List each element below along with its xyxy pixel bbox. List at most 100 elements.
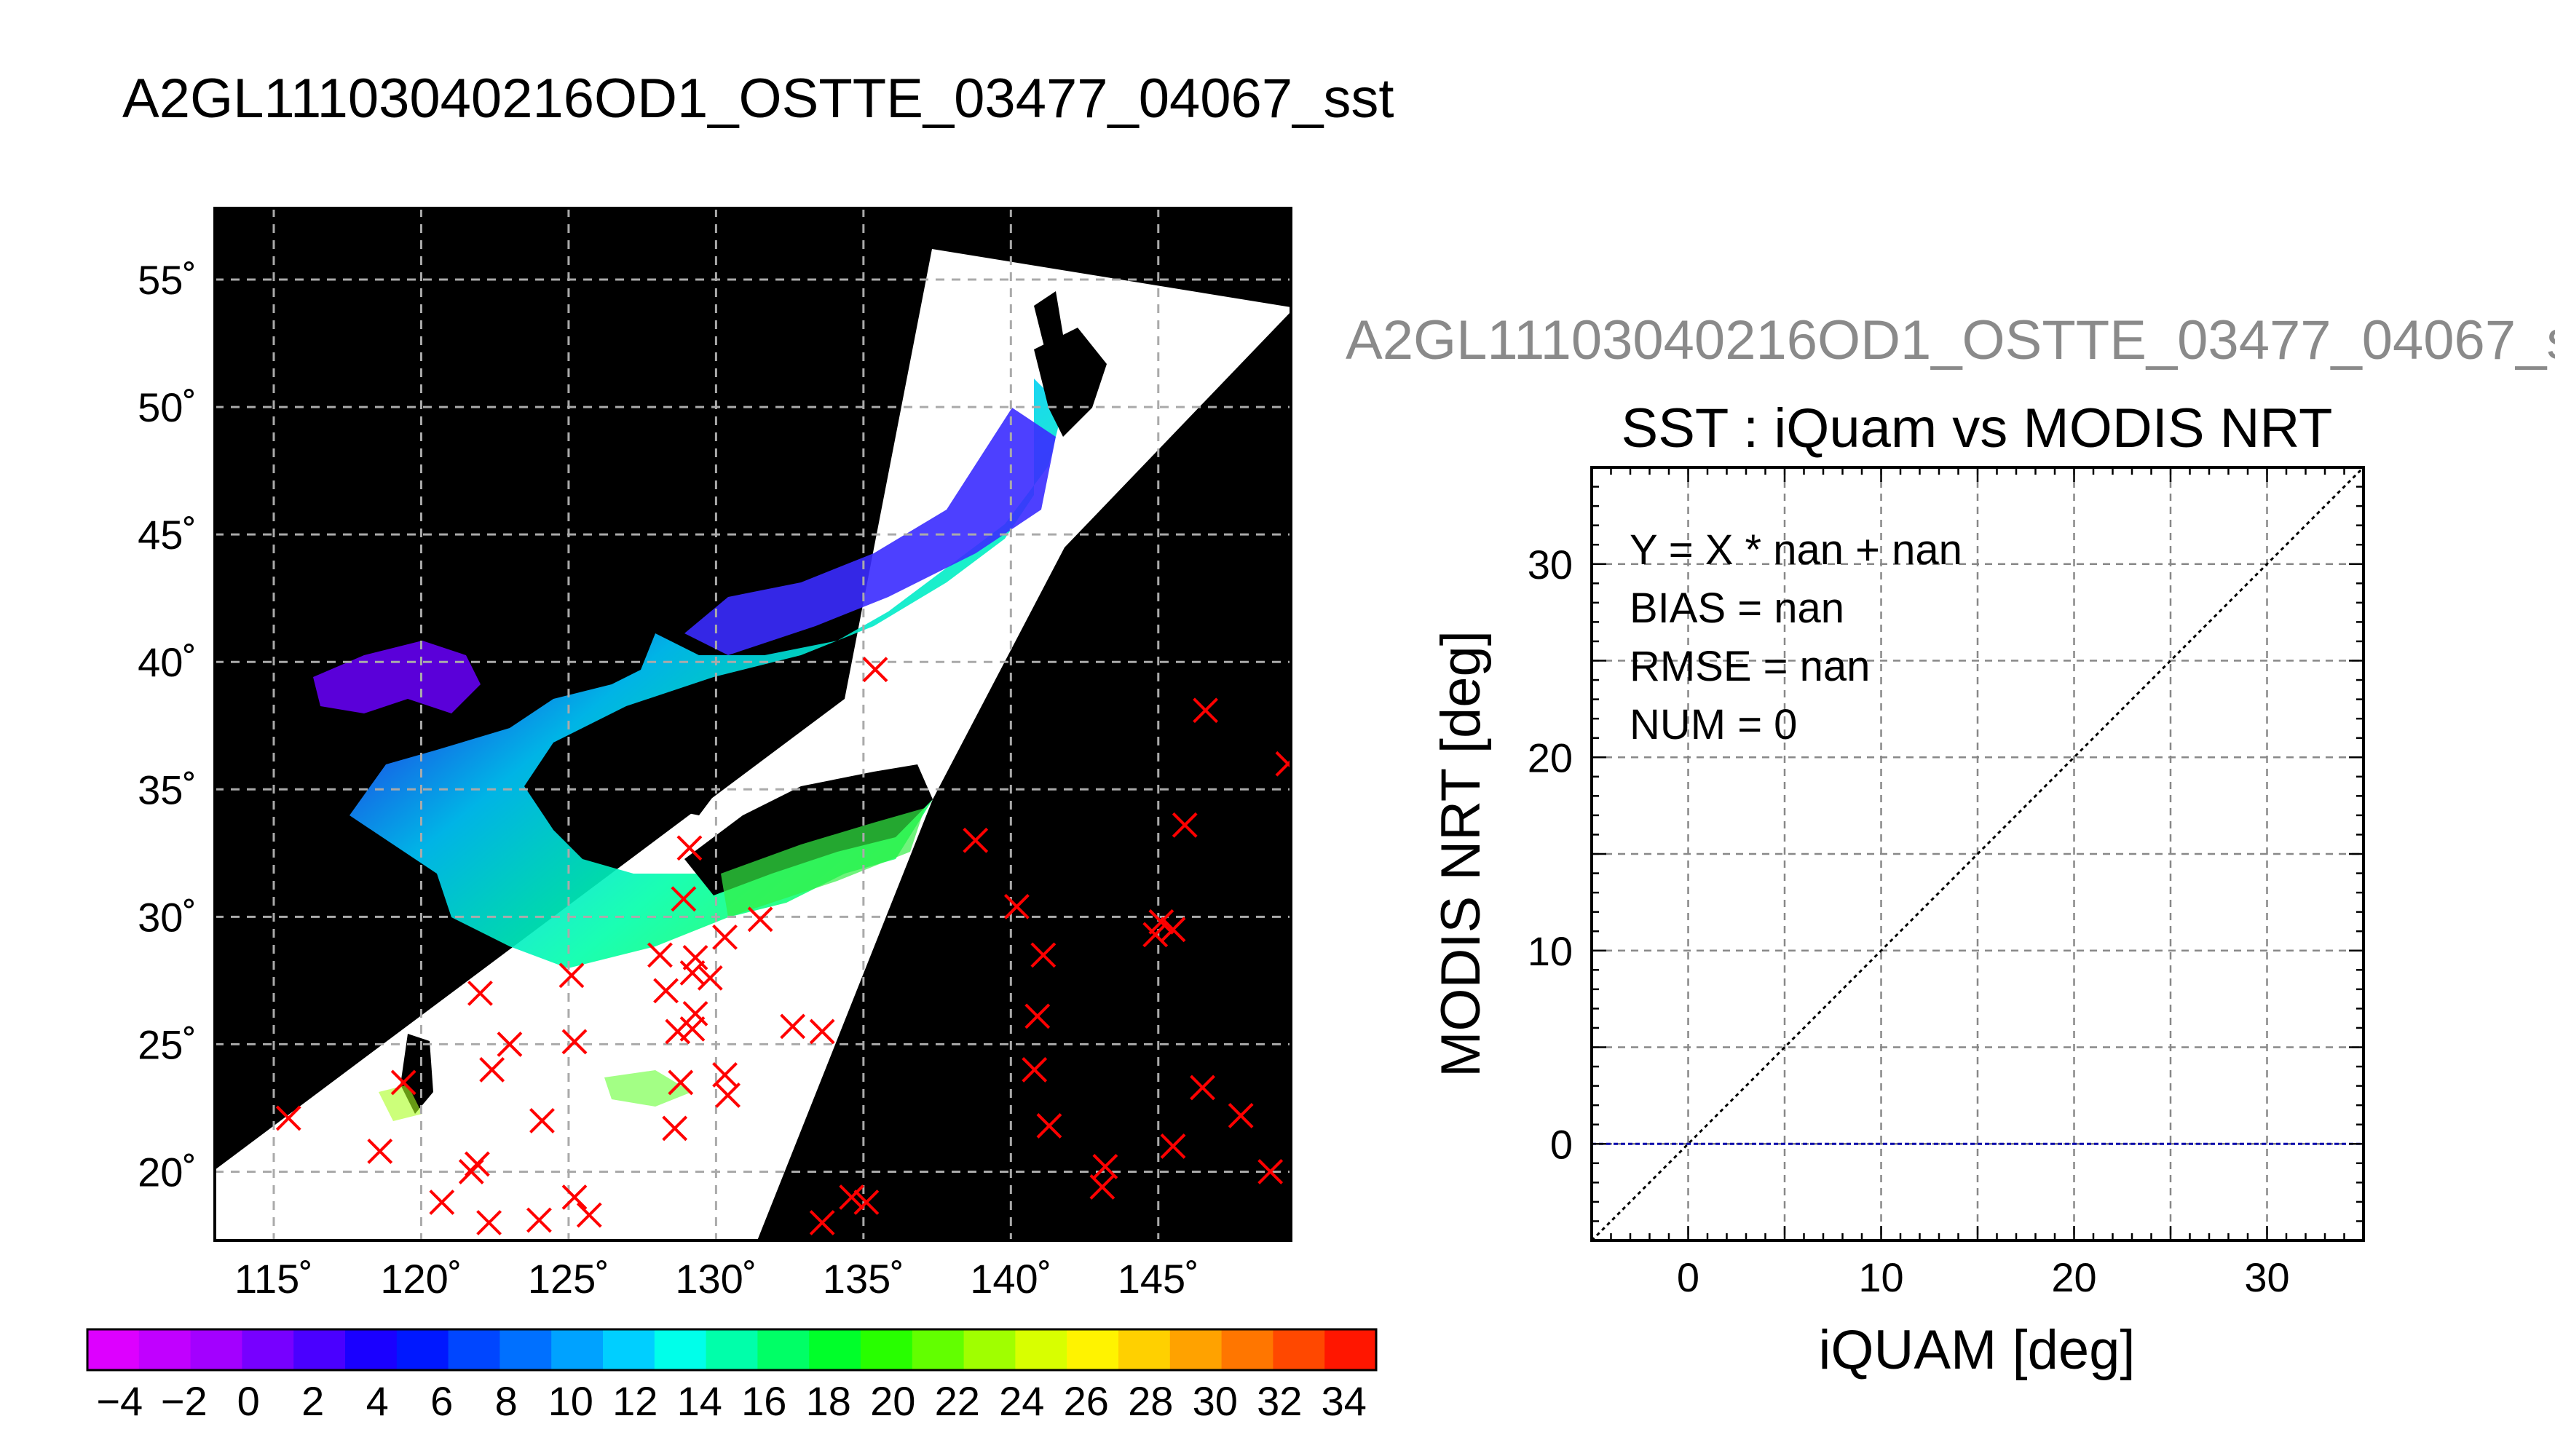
match-marker [682,1000,708,1026]
map-y-tick-labels: 20˚ 25˚ 30˚ 35˚ 40˚ 45˚ 50˚ 55˚ [138,257,197,1195]
match-marker [809,1018,835,1045]
scatter-y-axis-label: MODIS NRT [deg] [1430,630,1492,1077]
marker-stroke [662,1115,688,1142]
colorbar-swatch [654,1329,707,1370]
sst-subtropical-east-china-sea [721,808,925,917]
marker-stroke [497,1031,523,1057]
colorbar-tick-label: 26 [1064,1378,1109,1424]
marker-stroke [1148,909,1174,935]
marker-stroke [647,942,673,968]
marker-stroke [367,1139,393,1164]
map-title: A2GL11103040216OD1_OSTTE_03477_04067_sst [122,68,1394,130]
colorbar-swatch [345,1329,398,1370]
match-marker [682,944,708,970]
marker-stroke [682,1000,708,1026]
marker-stroke [561,1184,588,1210]
marker-stroke [1003,893,1030,919]
marker-stroke [1142,922,1169,948]
match-marker [1160,1133,1186,1159]
match-marker [679,960,706,986]
map-y-tick-label: 20˚ [138,1149,197,1195]
marker-stroke [809,1210,835,1235]
match-marker [853,1190,880,1215]
marker-stroke [1030,942,1057,968]
match-marker [647,942,673,968]
match-marker [1228,1103,1254,1128]
marker-stroke [561,1029,588,1055]
colorbar-swatch [1221,1329,1273,1370]
match-marker [715,1083,741,1108]
scatter-x-tick-label: 20 [2051,1254,2096,1300]
marker-stroke [963,827,989,853]
colorbar-swatch [87,1329,140,1370]
scatter-y-tick-label: 0 [1550,1121,1573,1167]
match-marker [1024,1003,1051,1029]
match-marker [576,1202,602,1228]
match-marker [1036,1113,1062,1139]
match-marker [464,1151,490,1177]
map-y-tick-label: 25˚ [138,1021,197,1067]
map-x-tick-label: 140˚ [970,1256,1051,1302]
map-x-tick-label: 120˚ [380,1256,462,1302]
map-y-tick-label: 55˚ [138,257,197,303]
match-marker [862,657,888,683]
map-x-tick-label: 135˚ [823,1256,904,1302]
match-marker [526,1207,552,1233]
scatter-reference-lines [1590,466,2365,1242]
marker-stroke [275,1105,301,1131]
land-sakhalin [1034,291,1063,364]
scatter-x-axis-label: iQUAM [deg] [1818,1319,2135,1381]
marker-stroke [839,1184,865,1210]
colorbar-tick-label: 14 [677,1378,722,1424]
scatter-stat-line: NUM = 0 [1630,701,1797,748]
match-marker [1030,942,1057,968]
match-marker [1172,812,1198,838]
map-x-tick-labels: 115˚ 120˚ 125˚ 130˚ 135˚ 140˚ 145˚ [234,1256,1199,1302]
colorbar [86,1328,1378,1372]
match-marker [839,1184,865,1210]
match-marker [390,1069,416,1096]
marker-stroke [712,1062,738,1088]
colorbar-tick-label: 0 [237,1378,260,1424]
marker-stroke [1257,1159,1284,1184]
marker-stroke [1089,1174,1115,1200]
marker-stroke [671,886,697,912]
marker-stroke [809,1018,835,1045]
marker-stroke [1160,917,1186,943]
marker-stroke [668,1069,694,1096]
colorbar-swatch [242,1329,294,1370]
marker-stroke [862,657,888,683]
marker-stroke [464,1151,490,1177]
colorbar-tick-label: 10 [548,1378,593,1424]
marker-stroke [747,906,773,933]
colorbar-frame [86,1328,1378,1372]
colorbar-swatch [963,1329,1016,1370]
marker-stroke [1160,1133,1186,1159]
marker-stroke [853,1190,880,1215]
colorbar-swatch [1015,1329,1067,1370]
marker-stroke [715,1083,741,1108]
map-x-tick-label: 130˚ [675,1256,757,1302]
scatter-y-tick-label: 10 [1528,928,1573,974]
match-marker [561,1029,588,1055]
match-marker [662,1115,688,1142]
colorbar-swatch [1324,1329,1377,1370]
map-panel [215,208,1291,1241]
match-marker [1193,697,1218,724]
marker-stroke [429,1190,455,1215]
colorbar-tick-label: −2 [161,1378,208,1424]
marker-stroke [1275,759,1291,777]
scatter-stat-line: Y = X * nan + nan [1630,526,1962,574]
colorbar-tick-label: 12 [612,1378,657,1424]
match-marker [561,1184,588,1210]
colorbar-swatch [912,1329,965,1370]
match-marker [1190,1075,1215,1101]
colorbar-swatch [190,1329,242,1370]
match-markers [275,657,1291,1235]
marker-stroke [1022,1057,1048,1083]
scatter-stat-line: BIAS = nan [1630,585,1844,632]
colorbar-swatch [551,1329,604,1370]
colorbar-swatch [499,1329,552,1370]
marker-stroke [576,1202,602,1228]
